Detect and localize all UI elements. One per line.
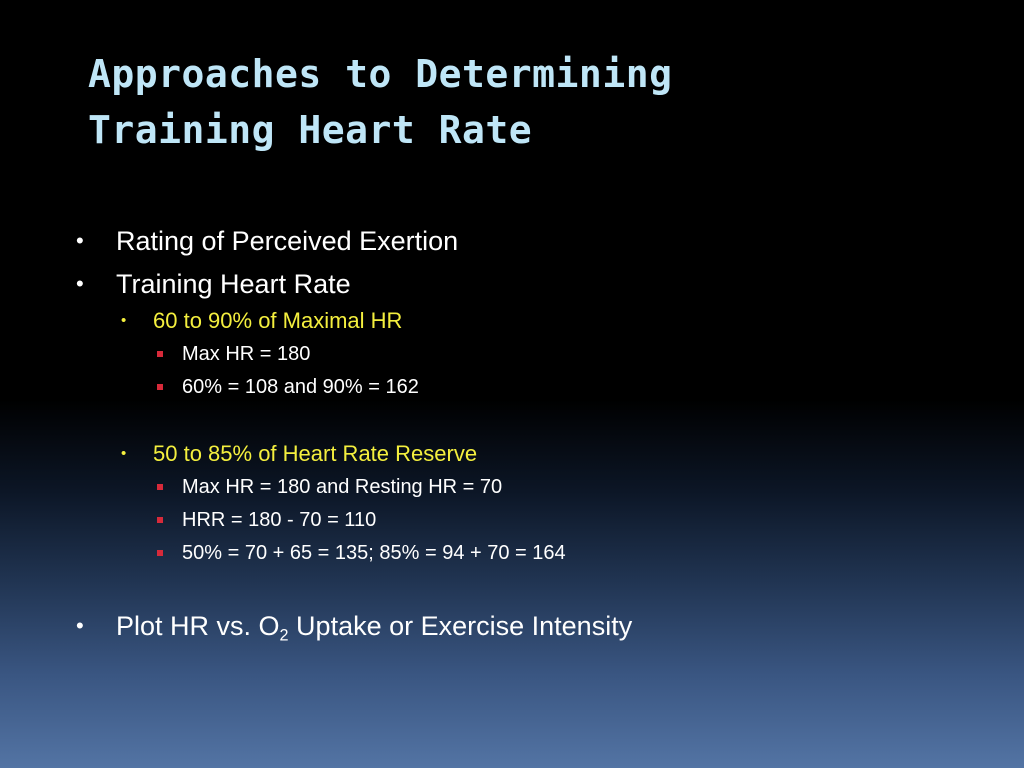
detail-item-hrr: HRR = 180 - 70 = 110 <box>157 507 377 533</box>
bullet-text: 60 to 90% of Maximal HR <box>153 308 403 333</box>
bullet-dot-icon: • <box>76 613 84 638</box>
bullet-text: Max HR = 180 and Resting HR = 70 <box>182 476 503 498</box>
sub-bullet-maximal-hr: • 60 to 90% of Maximal HR <box>121 307 403 335</box>
bullet-item-perceived-exertion: • Rating of Perceived Exertion <box>76 224 459 258</box>
detail-item-hrr-percentages: 50% = 70 + 65 = 135; 85% = 94 + 70 = 164 <box>157 540 566 566</box>
bullet-item-plot-hr: • Plot HR vs. O2 Uptake or Exercise Inte… <box>76 609 633 645</box>
square-bullet-icon <box>157 550 163 556</box>
bullet-dot-icon: • <box>121 445 127 462</box>
bullet-text: Max HR = 180 <box>182 343 311 365</box>
bullet-text: 50% = 70 + 65 = 135; 85% = 94 + 70 = 164 <box>182 542 566 564</box>
bullet-text: Training Heart Rate <box>116 269 351 299</box>
bullet-text: HRR = 180 - 70 = 110 <box>182 509 377 531</box>
detail-item-max-hr: Max HR = 180 <box>157 341 311 367</box>
bullet-text: Rating of Perceived Exertion <box>116 226 459 256</box>
bullet-dot-icon: • <box>76 228 84 253</box>
subscript-two: 2 <box>279 626 289 645</box>
bullet-item-training-heart-rate: • Training Heart Rate <box>76 267 351 301</box>
detail-item-max-resting-hr: Max HR = 180 and Resting HR = 70 <box>157 474 503 500</box>
square-bullet-icon <box>157 517 163 523</box>
detail-item-percent-range: 60% = 108 and 90% = 162 <box>157 374 419 400</box>
slide-title-line-1: Approaches to Determining <box>88 52 673 96</box>
sub-bullet-heart-rate-reserve: • 50 to 85% of Heart Rate Reserve <box>121 440 478 468</box>
bullet-dot-icon: • <box>121 312 127 329</box>
bullet-text: 50 to 85% of Heart Rate Reserve <box>153 441 478 466</box>
square-bullet-icon <box>157 351 163 357</box>
square-bullet-icon <box>157 484 163 490</box>
slide-title-line-2: Training Heart Rate <box>88 108 533 152</box>
bullet-text: 60% = 108 and 90% = 162 <box>182 376 419 398</box>
square-bullet-icon <box>157 384 163 390</box>
bullet-text-before: Plot HR vs. O <box>116 611 280 641</box>
bullet-dot-icon: • <box>76 271 84 296</box>
bullet-text-after: Uptake or Exercise Intensity <box>288 611 633 641</box>
slide-title: Approaches to Determining Training Heart… <box>88 46 988 158</box>
